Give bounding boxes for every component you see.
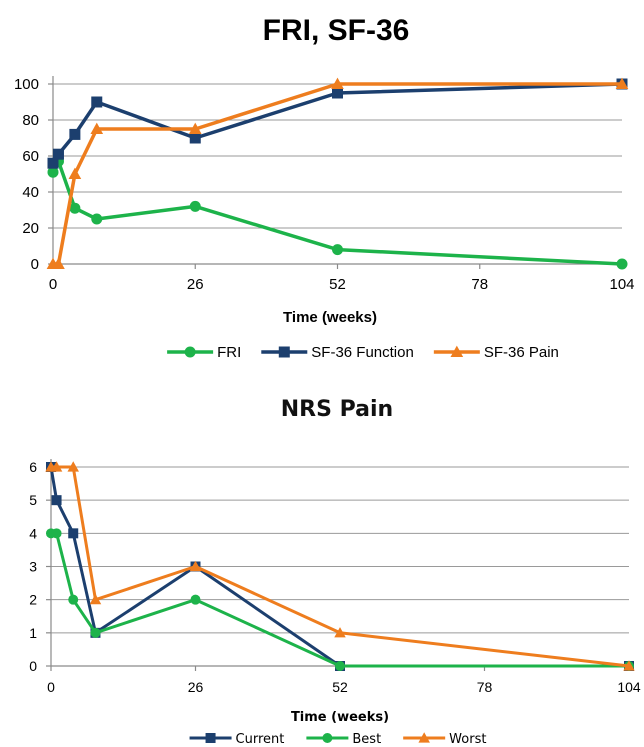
- y-tick-label: 5: [29, 492, 37, 508]
- data-point-worst: [334, 627, 346, 638]
- data-point-worst: [67, 461, 79, 472]
- series-sf-36-function: [47, 78, 628, 169]
- x-tick-label: 104: [609, 276, 634, 293]
- series-lines: [45, 461, 635, 671]
- data-point-fri: [616, 258, 628, 270]
- data-point-best: [335, 661, 345, 671]
- x-tick-label: 78: [477, 679, 493, 695]
- y-tick-label: 4: [29, 525, 37, 541]
- legend-label: SF-36 Pain: [484, 344, 559, 361]
- nrs-pain-chart: NRS Pain 0 1 2 3 4 5 6 0 26 52 78 104 Time (weeks)…: [29, 397, 641, 747]
- data-point-current: [51, 495, 62, 506]
- x-tick-label: 104: [617, 679, 641, 695]
- y-tick-label: 80: [22, 112, 39, 129]
- legend-item-sf-36-function: SF-36 Function: [261, 344, 414, 361]
- legend-item-best: Best: [306, 732, 381, 747]
- data-point-fri: [332, 244, 343, 256]
- x-axis-label: Time (weeks): [291, 710, 389, 725]
- fri-sf36-chart: FRI, SF-36 0 20 40 60 80 100 0 26 52 78 104 Time …: [14, 14, 635, 361]
- data-point-sf-36-function: [52, 148, 64, 160]
- legend-marker: [205, 733, 216, 743]
- grid-lines: [46, 459, 630, 671]
- data-point-fri: [189, 200, 201, 212]
- legend-marker: [278, 346, 290, 358]
- legend-label: Worst: [449, 732, 486, 747]
- x-tick-label: 52: [332, 679, 348, 695]
- legend-marker: [322, 733, 333, 743]
- data-point-sf-36-function: [332, 87, 343, 99]
- series-line-sf-36-pain: [53, 82, 622, 266]
- y-tick-label: 0: [29, 658, 37, 674]
- y-tick-label: 40: [22, 184, 39, 201]
- legend-marker: [450, 345, 464, 358]
- x-tick-labels: 0 26 52 78 104: [47, 679, 641, 695]
- data-point-sf-36-function: [69, 128, 81, 140]
- y-tick-label: 0: [31, 256, 39, 273]
- legend-label: Best: [352, 732, 381, 747]
- data-point-worst: [189, 560, 202, 572]
- data-point-best: [190, 594, 201, 605]
- data-point-sf-36-pain: [615, 77, 629, 90]
- x-tick-labels: 0 26 52 78 104: [49, 276, 635, 293]
- data-point-sf-36-pain: [68, 167, 82, 180]
- legend-label: Current: [236, 732, 285, 747]
- data-point-best: [51, 528, 62, 539]
- y-tick-label: 3: [29, 559, 37, 575]
- chart-title: NRS Pain: [281, 397, 393, 422]
- y-tick-label: 6: [29, 459, 37, 475]
- data-point-sf-36-function: [91, 96, 103, 108]
- legend-item-fri: FRI: [167, 344, 241, 361]
- legend-item-current: Current: [189, 732, 285, 747]
- x-tick-label: 0: [49, 276, 57, 293]
- data-point-sf-36-pain: [331, 77, 344, 90]
- y-tick-labels: 0 20 40 60 80 100: [14, 76, 39, 273]
- y-tick-label: 20: [22, 220, 39, 237]
- grid-lines: [48, 76, 623, 269]
- y-tick-labels: 0 1 2 3 4 5 6: [29, 459, 37, 674]
- series-fri: [47, 155, 628, 270]
- legend-marker: [184, 346, 196, 358]
- data-point-sf-36-pain: [52, 257, 65, 270]
- legend-label: SF-36 Function: [311, 344, 414, 361]
- legend-marker: [418, 732, 430, 743]
- data-point-fri: [91, 213, 103, 225]
- data-point-fri: [47, 166, 59, 178]
- data-point-sf-36-pain: [90, 122, 104, 135]
- x-tick-label: 26: [188, 679, 204, 695]
- x-axis-label: Time (weeks): [283, 309, 377, 326]
- x-tick-label: 52: [329, 276, 346, 293]
- data-point-best: [68, 594, 79, 605]
- chart-title: FRI, SF-36: [263, 14, 410, 47]
- legend-item-worst: Worst: [403, 732, 486, 747]
- data-point-sf-36-function: [189, 132, 201, 144]
- y-tick-label: 2: [29, 592, 37, 608]
- data-point-current: [68, 528, 79, 539]
- data-point-best: [90, 627, 101, 638]
- data-point-sf-36-function: [47, 157, 59, 169]
- series-worst: [45, 461, 635, 671]
- data-point-worst: [89, 593, 102, 605]
- series-lines: [46, 77, 629, 270]
- data-point-worst: [623, 660, 635, 671]
- legend-label: FRI: [217, 344, 241, 361]
- x-tick-label: 0: [47, 679, 55, 695]
- legend: FRI SF-36 Function SF-36 Pain: [167, 344, 559, 361]
- legend: Current Best Worst: [189, 732, 486, 747]
- data-point-sf-36-pain: [188, 122, 202, 135]
- data-point-worst: [50, 461, 63, 472]
- y-tick-label: 100: [14, 76, 39, 93]
- legend-item-sf-36-pain: SF-36 Pain: [433, 344, 559, 361]
- x-tick-label: 26: [187, 276, 204, 293]
- data-point-fri: [69, 202, 81, 214]
- y-tick-label: 60: [22, 148, 39, 165]
- x-tick-label: 78: [471, 276, 488, 293]
- y-tick-label: 1: [29, 625, 37, 641]
- series-sf-36-pain: [46, 77, 629, 270]
